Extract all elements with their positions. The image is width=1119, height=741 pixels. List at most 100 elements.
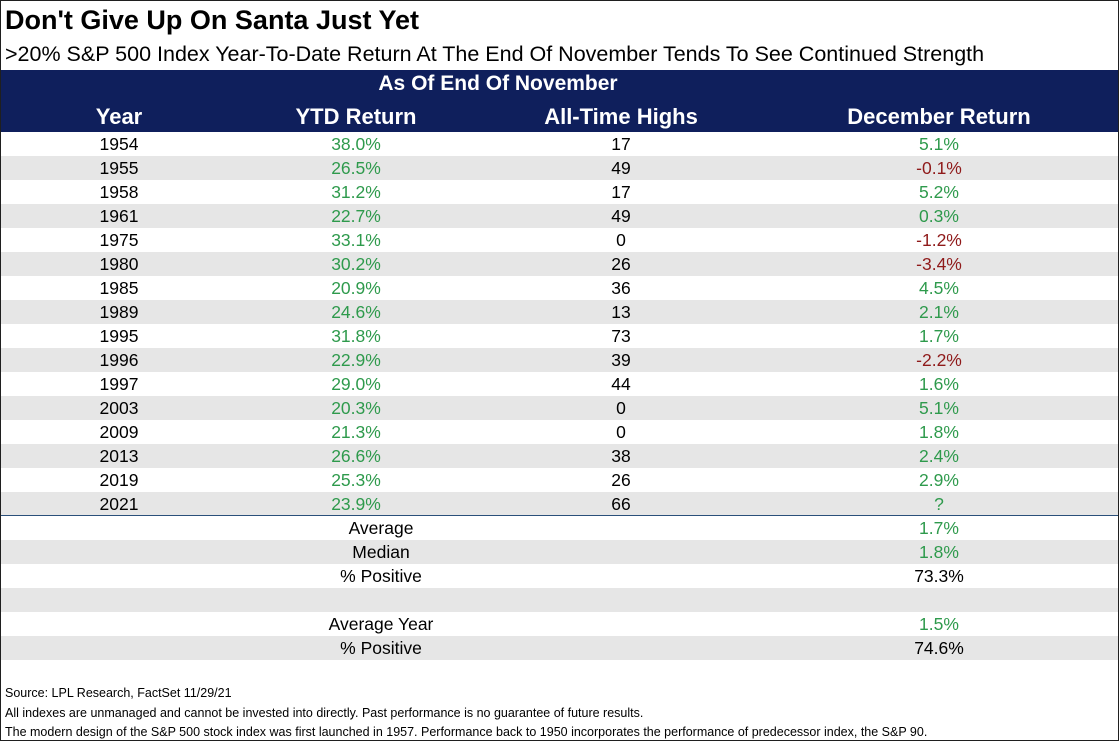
all-time-highs-cell: 38 — [611, 446, 631, 466]
summary-value: 1.5% — [919, 614, 959, 634]
ytd-return-cell: 26.6% — [331, 446, 381, 466]
table-row: 1958 31.2% 17 5.2% — [1, 180, 1118, 204]
all-time-highs-cell: 0 — [616, 398, 626, 418]
ytd-return-cell: 25.3% — [331, 470, 381, 490]
december-return-cell: -0.1% — [916, 158, 962, 178]
year-cell: 1961 — [99, 206, 139, 226]
table-row: 2013 26.6% 38 2.4% — [1, 444, 1118, 468]
table-row: 1989 24.6% 13 2.1% — [1, 300, 1118, 324]
december-return-cell: 4.5% — [919, 278, 959, 298]
summary-value: 1.8% — [919, 542, 959, 562]
all-time-highs-cell: 17 — [611, 134, 631, 154]
ytd-return-cell: 21.3% — [331, 422, 381, 442]
year-cell: 1989 — [99, 302, 139, 322]
summary-row: % Positive 74.6% — [1, 636, 1118, 660]
table-row: 1980 30.2% 26 -3.4% — [1, 252, 1118, 276]
table-row: 1995 31.8% 73 1.7% — [1, 324, 1118, 348]
december-return-cell: -3.4% — [916, 254, 962, 274]
summary-row: Average Year 1.5% — [1, 612, 1118, 636]
table-row: 1997 29.0% 44 1.6% — [1, 372, 1118, 396]
ytd-return-cell: 30.2% — [331, 254, 381, 274]
ytd-return-cell: 38.0% — [331, 134, 381, 154]
december-return-cell: 5.1% — [919, 134, 959, 154]
table-row: 1975 33.1% 0 -1.2% — [1, 228, 1118, 252]
summary-value: 73.3% — [914, 566, 964, 586]
footnote-disclaimer: All indexes are unmanaged and cannot be … — [5, 705, 644, 720]
december-return-cell: 5.1% — [919, 398, 959, 418]
year-cell: 1985 — [99, 278, 139, 298]
year-cell: 2013 — [99, 446, 139, 466]
year-cell: 2019 — [99, 470, 139, 490]
december-return-cell: ? — [934, 494, 944, 514]
year-cell: 1996 — [99, 350, 139, 370]
footnote-index-history: The modern design of the S&P 500 stock i… — [5, 725, 928, 739]
ytd-return-cell: 23.9% — [331, 494, 381, 514]
summary-label: % Positive — [340, 638, 422, 658]
summary-value: 74.6% — [914, 638, 964, 658]
ytd-return-cell: 20.9% — [331, 278, 381, 298]
table-row: 1954 38.0% 17 5.1% — [1, 132, 1118, 156]
ytd-return-cell: 22.7% — [331, 206, 381, 226]
year-cell: 1975 — [99, 230, 139, 250]
footnote-source: Source: LPL Research, FactSet 11/29/21 — [5, 686, 232, 700]
all-time-highs-cell: 26 — [611, 254, 631, 274]
ytd-return-cell: 31.2% — [331, 182, 381, 202]
year-cell: 1954 — [99, 134, 139, 154]
all-time-highs-cell: 44 — [611, 374, 631, 394]
table-row: 2009 21.3% 0 1.8% — [1, 420, 1118, 444]
column-header-ytd-return: YTD Return — [295, 104, 417, 129]
summary-label: Median — [352, 542, 410, 562]
year-cell: 1995 — [99, 326, 139, 346]
all-time-highs-cell: 0 — [616, 422, 626, 442]
summary-row: Average 1.7% — [1, 516, 1118, 540]
year-cell: 1955 — [99, 158, 139, 178]
table-header: As Of End Of November Year YTD Return Al… — [1, 70, 1118, 132]
december-return-cell: -2.2% — [916, 350, 962, 370]
chart-subtitle: >20% S&P 500 Index Year-To-Date Return A… — [5, 42, 985, 66]
table-row: 1955 26.5% 49 -0.1% — [1, 156, 1118, 180]
year-cell: 2009 — [99, 422, 139, 442]
ytd-return-cell: 26.5% — [331, 158, 381, 178]
december-return-cell: 5.2% — [919, 182, 959, 202]
summary-label: Average — [348, 518, 414, 538]
ytd-return-cell: 29.0% — [331, 374, 381, 394]
all-time-highs-cell: 49 — [611, 206, 631, 226]
year-cell: 1997 — [99, 374, 139, 394]
december-return-cell: 2.1% — [919, 302, 959, 322]
chart-title: Don't Give Up On Santa Just Yet — [5, 5, 420, 35]
all-time-highs-cell: 49 — [611, 158, 631, 178]
all-time-highs-cell: 36 — [611, 278, 631, 298]
table-row: 2021 23.9% 66? — [1, 492, 1118, 516]
ytd-return-cell: 20.3% — [331, 398, 381, 418]
year-cell: 2003 — [99, 398, 139, 418]
header-banner: As Of End Of November — [378, 72, 618, 95]
all-time-highs-cell: 0 — [616, 230, 626, 250]
column-header-year: Year — [95, 104, 143, 129]
column-header-december-return: December Return — [847, 104, 1031, 129]
table-row: 1996 22.9% 39 -2.2% — [1, 348, 1118, 372]
year-cell: 1958 — [99, 182, 139, 202]
all-time-highs-cell: 39 — [611, 350, 631, 370]
all-time-highs-cell: 66 — [611, 494, 631, 514]
table-row: 1961 22.7% 49 0.3% — [1, 204, 1118, 228]
december-return-cell: 1.7% — [919, 326, 959, 346]
december-return-cell: 2.9% — [919, 470, 959, 490]
ytd-return-cell: 24.6% — [331, 302, 381, 322]
ytd-return-cell: 31.8% — [331, 326, 381, 346]
column-header-all-time-highs: All-Time Highs — [544, 104, 698, 129]
ytd-return-cell: 33.1% — [331, 230, 381, 250]
december-return-cell: 1.8% — [919, 422, 959, 442]
table-row: 2019 25.3% 26 2.9% — [1, 468, 1118, 492]
year-cell: 2021 — [99, 494, 139, 514]
all-time-highs-cell: 17 — [611, 182, 631, 202]
ytd-return-cell: 22.9% — [331, 350, 381, 370]
december-return-cell: -1.2% — [916, 230, 962, 250]
summary-row — [1, 588, 1118, 612]
all-time-highs-cell: 26 — [611, 470, 631, 490]
summary-row: Median 1.8% — [1, 540, 1118, 564]
footnotes: Source: LPL Research, FactSet 11/29/21 A… — [5, 684, 928, 740]
december-return-cell: 0.3% — [919, 206, 959, 226]
summary-label: Average Year — [328, 614, 434, 634]
summary-value: 1.7% — [919, 518, 959, 538]
